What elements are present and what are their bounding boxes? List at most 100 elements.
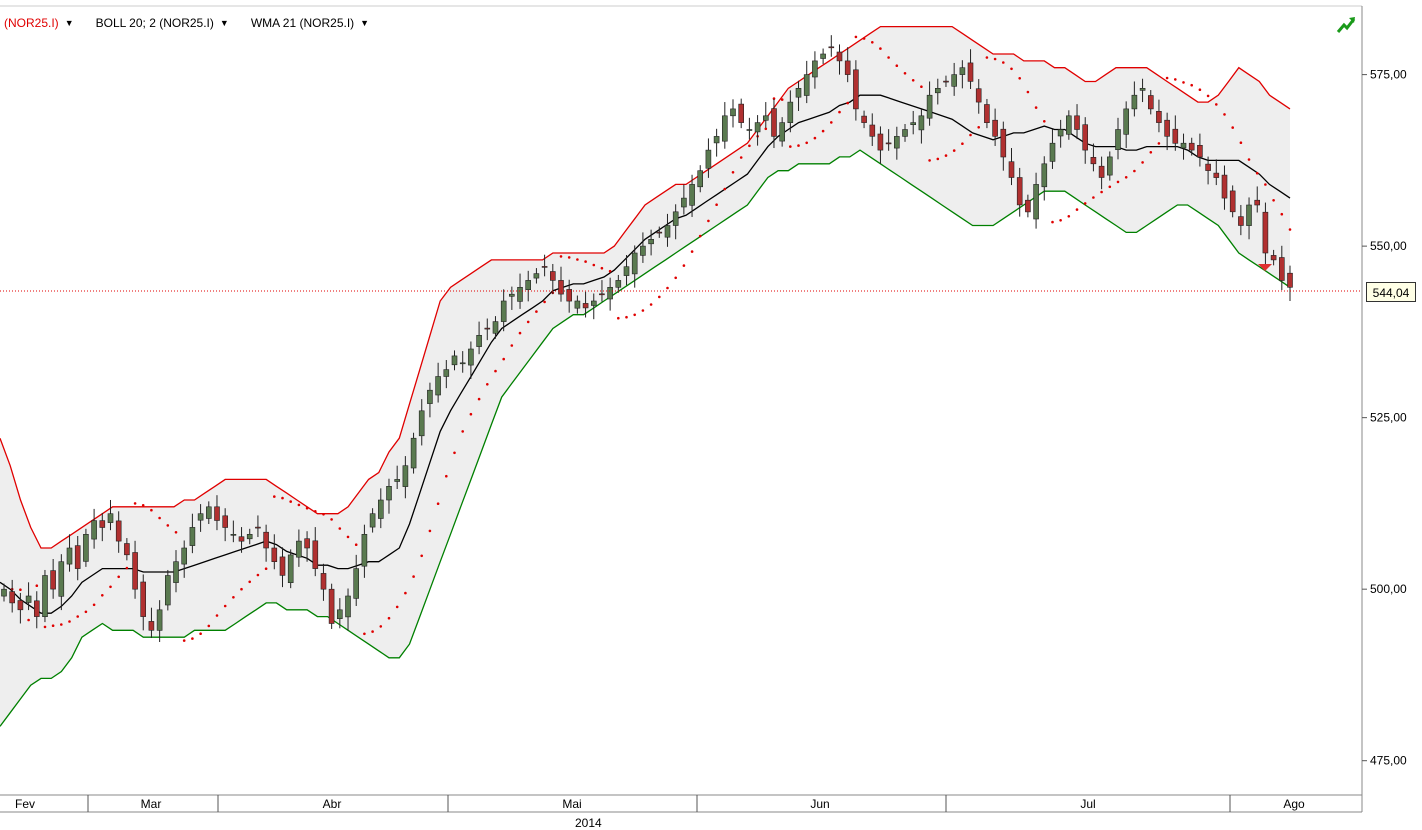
candle [1213,159,1220,186]
candle [115,511,122,553]
sar-dot [797,144,800,147]
sar-dot [453,451,456,455]
sar-dot [305,506,309,510]
sar-dot [1247,158,1251,161]
sar-dot [387,616,391,620]
candle [1205,156,1211,185]
sar-dot [838,110,841,114]
sar-dot [273,495,276,498]
candle [1131,81,1138,117]
candle [214,495,220,531]
sar-dot [1083,202,1087,205]
y-tick-label: 550,00 [1370,239,1407,253]
sar-dot [846,101,849,105]
candle [656,226,663,238]
sar-dot [199,632,202,635]
candle [803,60,810,104]
sar-dot [928,159,931,162]
candle [1287,265,1293,302]
candles [1,35,1293,643]
candle [1008,148,1015,186]
candle [787,90,794,133]
candle [861,110,867,129]
candle [1139,78,1146,103]
year-label: 2014 [575,816,602,830]
candle [910,110,917,135]
candle [312,527,319,577]
candle [762,102,769,128]
candle [590,293,597,320]
candle [959,60,966,89]
candle [1000,121,1007,171]
candle [386,478,392,514]
sar-dot [879,47,882,50]
legend-boll[interactable]: BOLL 20; 2 (NOR25.I) ▼ [95,16,229,30]
candle [566,279,573,313]
lower-band-line [0,149,1291,727]
sar-dot [60,623,63,626]
candle [541,254,548,277]
sar-dot [141,504,145,507]
sar-dot [862,37,866,40]
legend-wma[interactable]: WMA 21 (NOR25.I) ▼ [250,16,370,30]
sar-dot [1043,120,1046,123]
sar-dot [469,412,473,416]
sar-dot [944,154,948,157]
sar-dot [1010,67,1013,71]
sar-dot [854,35,858,39]
sar-dot [1215,103,1218,106]
candle [672,204,679,240]
sar-dot [1174,78,1177,81]
candle [599,280,605,302]
sar-dot [600,266,604,270]
sar-dot [84,610,88,614]
sar-dot [698,234,702,238]
sar-dot [617,316,620,320]
sar-dot [232,596,235,599]
candle [287,549,294,589]
sar-dot [117,575,120,579]
candle [1041,156,1048,201]
sar-dot [150,508,153,512]
band-area [0,26,1290,727]
legend-symbol[interactable]: (NOR25.I) ▼ [4,16,74,30]
candle [754,115,761,146]
candle [238,527,245,553]
candle [107,499,114,531]
sar-dot [240,587,243,591]
sar-dot [1255,171,1259,175]
trend-up-icon[interactable] [1336,16,1356,34]
candle [705,138,712,178]
sar-dot [166,524,170,527]
axes: 475,00 500,00 525,00 550,00 575,00 Fev Mar Abr M… [15,68,1407,812]
sar-dot [1288,228,1292,231]
sar-dot [961,142,964,145]
sar-dot [191,637,194,640]
sar-dot [764,127,768,131]
candle [607,277,613,311]
candle [99,513,106,542]
candle [66,534,73,572]
sar-dot [1002,61,1005,64]
candle [893,126,900,160]
sar-dot [1165,76,1169,80]
candle [74,536,81,581]
sar-dot [494,369,497,373]
sar-dot [723,187,727,191]
candle [443,360,450,389]
candle [1025,194,1031,218]
candle [525,270,532,302]
candle [730,99,736,128]
candle [336,598,343,629]
sar-dot [27,618,30,622]
candle [296,529,302,567]
sar-dot [1198,88,1202,91]
candle [1254,186,1260,213]
sar-dot [903,72,907,75]
candle [42,569,48,623]
candle [435,362,441,403]
candle [1246,197,1252,240]
candle [1164,112,1170,151]
sar-dot [346,535,350,539]
month-label: Fev [15,797,35,811]
